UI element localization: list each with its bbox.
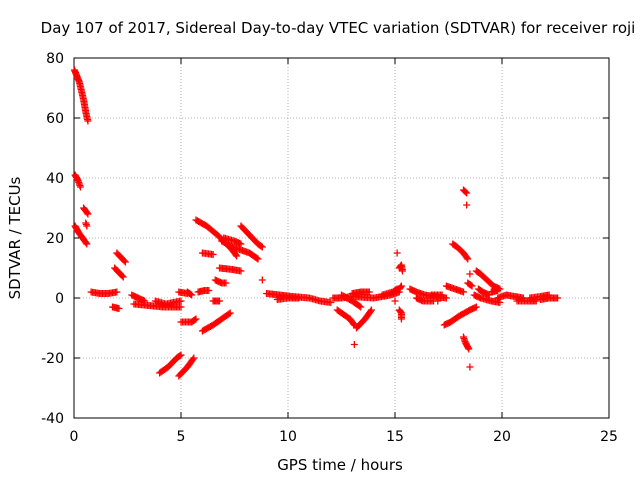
data-point (222, 279, 230, 287)
data-point (237, 267, 245, 275)
data-point (350, 341, 358, 348)
data-point (466, 270, 474, 278)
data-point (233, 252, 241, 260)
data-point (357, 303, 365, 311)
data-point (463, 201, 471, 209)
data-point (237, 240, 245, 248)
data-point (365, 288, 373, 296)
x-tick-label: 0 (70, 429, 79, 445)
y-tick-label: -20 (41, 351, 64, 367)
data-point (113, 288, 121, 296)
data-point (464, 255, 472, 263)
data-point (76, 183, 84, 191)
data-point (118, 272, 126, 280)
data-point (209, 251, 217, 258)
data-point (115, 305, 123, 312)
y-tick-label: 0 (55, 291, 64, 307)
data-point (391, 297, 399, 305)
data-point (189, 355, 197, 363)
x-tick-label: 20 (493, 429, 511, 445)
data-point (442, 294, 450, 302)
data-point (392, 286, 400, 294)
data-point (205, 287, 213, 294)
x-tick-label: 10 (279, 429, 297, 445)
data-point (177, 351, 185, 359)
y-tick-labels: -40 -20 0 20 40 60 80 (41, 51, 64, 427)
data-point (82, 239, 90, 247)
data-point (176, 352, 184, 360)
data-point (462, 188, 470, 196)
axis-ticks (73, 57, 610, 419)
data-point (397, 282, 405, 290)
y-tick-label: 60 (46, 111, 64, 127)
y-axis-label: SDTVAR / TECUs (6, 176, 24, 299)
data-point (349, 320, 357, 328)
data-point (119, 273, 127, 281)
y-tick-label: 20 (46, 231, 64, 247)
chart-title: Day 107 of 2017, Sidereal Day-to-day VTE… (41, 19, 636, 37)
x-tick-labels: 0 5 10 15 20 25 (70, 429, 618, 445)
data-point (225, 310, 233, 318)
data-point (463, 254, 471, 262)
data-point (188, 291, 196, 299)
data-point (257, 242, 265, 250)
data-point (83, 240, 91, 248)
y-tick-label: 80 (46, 51, 64, 67)
data-point (187, 290, 195, 298)
x-tick-label: 25 (600, 429, 618, 445)
data-point (295, 294, 303, 302)
data-point (459, 288, 467, 296)
data-point (253, 254, 261, 262)
x-axis-label: GPS time / hours (277, 456, 403, 474)
data-point (84, 117, 92, 125)
data-points (70, 66, 562, 380)
data-point (254, 255, 262, 263)
data-point (258, 276, 266, 284)
data-point (468, 282, 476, 290)
data-point (434, 297, 442, 305)
y-tick-label: -40 (41, 411, 64, 427)
data-point (393, 249, 401, 257)
data-point (192, 315, 200, 323)
data-point (367, 306, 375, 314)
data-point (84, 210, 92, 218)
data-point (367, 307, 375, 315)
data-point (554, 294, 562, 302)
data-point (438, 291, 446, 299)
data-point (121, 258, 129, 266)
data-point (120, 257, 128, 265)
x-tick-label: 15 (386, 429, 404, 445)
data-point (465, 345, 473, 353)
data-point (177, 297, 185, 305)
data-point (216, 297, 224, 305)
x-tick-label: 5 (177, 429, 186, 445)
data-point (190, 354, 198, 362)
data-point (191, 316, 199, 324)
data-point (467, 281, 475, 289)
data-point (466, 363, 474, 371)
data-point (496, 299, 504, 306)
data-point (472, 303, 480, 311)
data-point (397, 315, 405, 323)
data-point (232, 251, 240, 259)
data-point (83, 209, 91, 217)
y-tick-label: 40 (46, 171, 64, 187)
data-point (258, 243, 266, 251)
data-point (356, 302, 364, 310)
data-point (226, 309, 234, 317)
data-point (494, 287, 502, 294)
grid-lines (74, 58, 609, 418)
data-point (397, 283, 405, 291)
data-point (177, 303, 185, 311)
data-point (398, 267, 406, 275)
data-point (83, 222, 91, 230)
data-point (463, 189, 471, 197)
data-point (327, 299, 335, 306)
